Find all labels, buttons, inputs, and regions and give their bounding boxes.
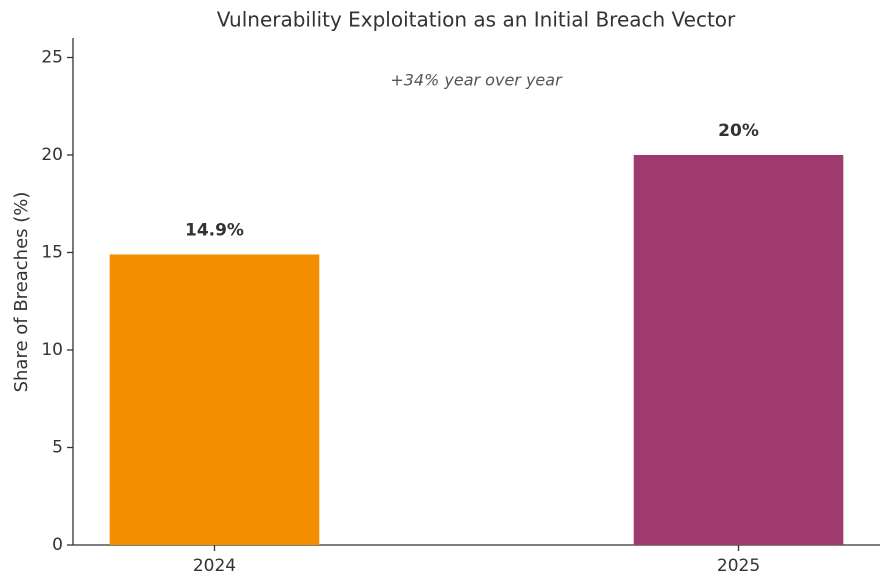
chart-title: Vulnerability Exploitation as an Initial… xyxy=(217,8,736,32)
y-tick-label: 15 xyxy=(41,243,63,263)
y-tick-label: 0 xyxy=(52,535,63,555)
y-tick-label: 5 xyxy=(52,438,63,458)
x-tick-label: 2025 xyxy=(717,556,760,576)
y-tick-label: 20 xyxy=(41,145,63,165)
value-label: 20% xyxy=(718,121,759,141)
bar xyxy=(109,254,320,545)
value-label: 14.9% xyxy=(185,220,244,240)
y-tick-label: 25 xyxy=(41,48,63,68)
bar xyxy=(633,155,844,545)
y-tick-label: 10 xyxy=(41,340,63,360)
annotation: +34% year over year xyxy=(390,71,563,90)
x-tick-label: 2024 xyxy=(193,556,236,576)
y-axis-label: Share of Breaches (%) xyxy=(11,192,32,393)
